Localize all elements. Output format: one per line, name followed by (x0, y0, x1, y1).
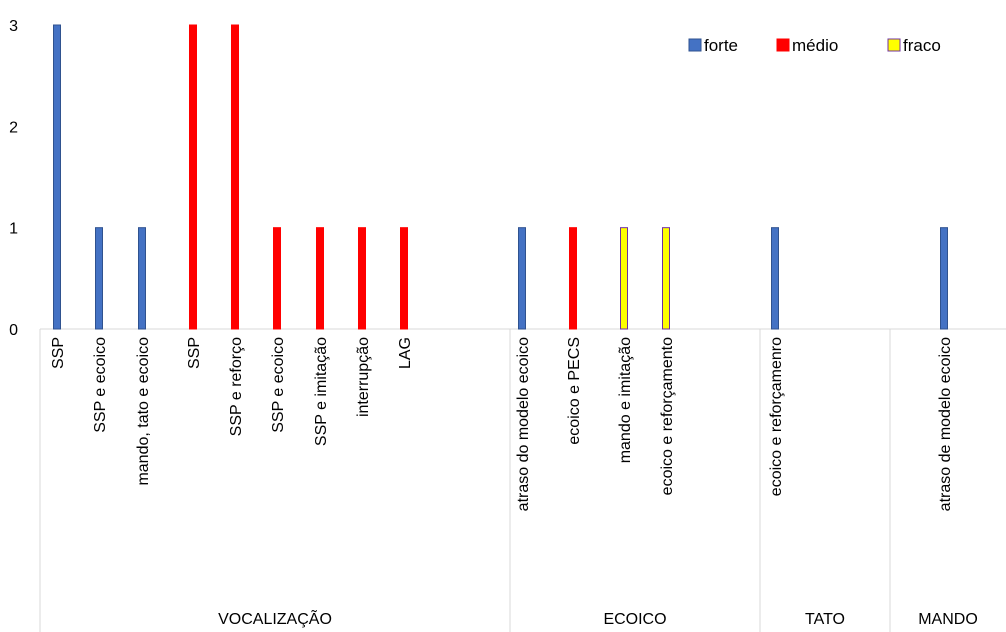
y-tick-label: 2 (9, 119, 18, 136)
y-tick-label: 1 (9, 221, 18, 238)
legend-label: fraco (903, 36, 941, 55)
bars-layer (53, 24, 948, 330)
category-label: SSP e reforço (228, 337, 245, 436)
category-label: LAG (397, 337, 414, 369)
legend: forte médio fraco (688, 36, 941, 55)
category-label: mando, tato e ecoico (135, 337, 152, 486)
bar-fraco (620, 227, 628, 330)
bar-forte (95, 227, 103, 330)
bar-médio (569, 227, 577, 330)
bar-médio (273, 227, 281, 330)
bar-forte (53, 24, 61, 330)
group-label: VOCALIZAÇÃO (218, 608, 332, 628)
category-label: ecoico e reforçamenro (768, 337, 785, 496)
y-tick-label: 0 (9, 322, 18, 339)
labels-layer: SSP SSP e ecoico mando, tato e ecoico SSP SS… (50, 337, 978, 628)
bar-médio (189, 24, 197, 330)
bar-fraco (662, 227, 670, 330)
y-tick-label: 3 (9, 18, 18, 35)
legend-swatch-médio (776, 38, 790, 52)
category-label: atraso de modelo ecoico (937, 337, 954, 511)
bar-médio (400, 227, 408, 330)
category-label: SSP e imitação (313, 337, 330, 446)
bar-forte (771, 227, 779, 330)
category-label: SSP (50, 337, 67, 369)
category-label: SSP e ecoico (270, 337, 287, 433)
bar-forte (940, 227, 948, 330)
legend-label: forte (704, 36, 738, 55)
category-label: ecoico e reforçamento (659, 337, 676, 495)
bar-médio (316, 227, 324, 330)
legend-swatch-fraco (887, 38, 901, 52)
category-label: SSP (186, 337, 203, 369)
category-label: mando e imitação (617, 337, 634, 463)
category-label: ecoico e PECS (566, 337, 583, 445)
bar-médio (358, 227, 366, 330)
legend-swatch-forte (688, 38, 702, 52)
category-label: atraso do modelo ecoico (515, 337, 532, 511)
legend-label: médio (792, 36, 838, 55)
bar-forte (518, 227, 526, 330)
group-label: ECOICO (603, 611, 666, 628)
bar-médio (231, 24, 239, 330)
group-label: MANDO (918, 611, 978, 628)
axis-layer: 0 1 2 3 (9, 18, 1006, 632)
category-label: SSP e ecoico (92, 337, 109, 433)
group-label: TATO (805, 611, 845, 628)
bar-forte (138, 227, 146, 330)
category-label: interrupção (355, 337, 372, 417)
